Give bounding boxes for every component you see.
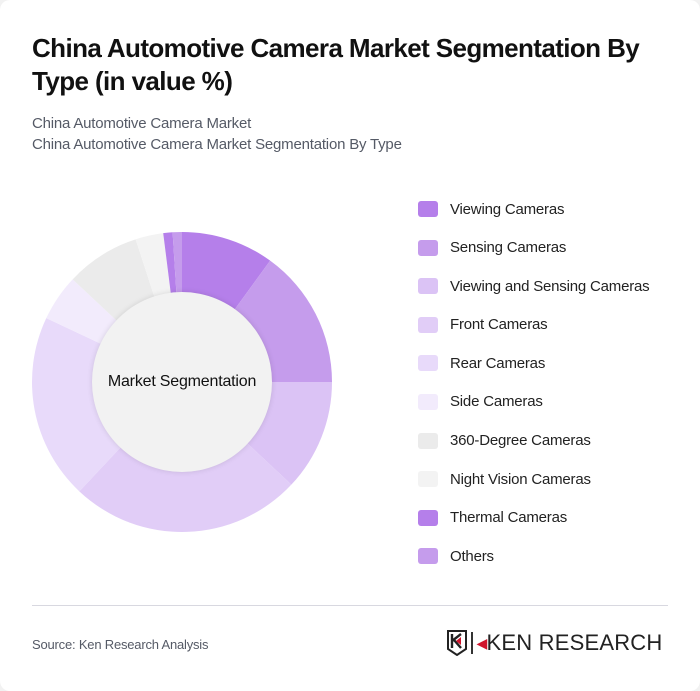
- legend-item-360-degree-cameras[interactable]: 360-Degree Cameras: [418, 431, 649, 451]
- legend-label: Thermal Cameras: [450, 509, 568, 527]
- ken-research-logo: ◀ KEN RESEARCH: [447, 629, 662, 657]
- legend-label: Side Cameras: [450, 393, 543, 411]
- legend-label: 360-Degree Cameras: [450, 432, 591, 450]
- footer-divider: [32, 605, 668, 606]
- legend-label: Sensing Cameras: [450, 239, 567, 257]
- legend-item-sensing-cameras[interactable]: Sensing Cameras: [418, 238, 649, 258]
- legend-swatch: [418, 509, 438, 526]
- legend-swatch: [418, 548, 438, 565]
- chart-title: China Automotive Camera Market Segmentat…: [32, 33, 640, 96]
- ken-research-shield-icon: [447, 630, 467, 656]
- legend-swatch: [418, 471, 438, 488]
- legend-item-thermal-cameras[interactable]: Thermal Cameras: [418, 508, 649, 528]
- legend-swatch: [418, 278, 438, 295]
- chart-subtitle: China Automotive Camera Market China Aut…: [32, 113, 402, 155]
- legend-label: Viewing and Sensing Cameras: [450, 277, 650, 295]
- legend-item-viewing-cameras[interactable]: Viewing Cameras: [418, 199, 649, 219]
- legend-swatch: [418, 355, 438, 372]
- legend-item-night-vision-cameras[interactable]: Night Vision Cameras: [418, 469, 649, 489]
- legend-swatch: [418, 201, 438, 217]
- donut-slice-360-degree-cameras[interactable]: [72, 239, 155, 322]
- legend-item-viewing-and-sensing-cameras[interactable]: Viewing and Sensing Cameras: [418, 276, 650, 296]
- legend-label: Front Cameras: [450, 316, 548, 334]
- legend-swatch: [418, 393, 438, 410]
- donut-slice-thermal-cameras[interactable]: [163, 232, 177, 295]
- logo-separator: [471, 632, 473, 654]
- chart-legend: Viewing Cameras Sensing Cameras Viewing an…: [418, 199, 650, 585]
- donut-slice-night-vision-cameras[interactable]: [135, 233, 171, 299]
- subtitle-segmentation: China Automotive Camera Market Segmentat…: [32, 136, 402, 153]
- donut-slice-viewing-cameras[interactable]: [182, 232, 271, 311]
- donut-slice-sensing-cameras[interactable]: [233, 260, 332, 382]
- donut-slice-others[interactable]: [172, 232, 182, 295]
- legend-item-side-cameras[interactable]: Side Cameras: [418, 392, 649, 412]
- legend-label: Night Vision Cameras: [450, 470, 591, 488]
- donut-slice-side-cameras[interactable]: [46, 279, 118, 345]
- donut-center-label: Market Segmentation: [92, 292, 272, 472]
- legend-item-front-cameras[interactable]: Front Cameras: [418, 315, 649, 335]
- subtitle-market: China Automotive Camera Market: [32, 115, 252, 132]
- legend-swatch: [418, 239, 438, 256]
- legend-label: Others: [450, 547, 494, 565]
- legend-label: Viewing Cameras: [450, 200, 565, 218]
- legend-item-others[interactable]: Others: [418, 546, 649, 566]
- legend-label: Rear Cameras: [450, 354, 546, 372]
- donut-slice-front-cameras[interactable]: [79, 442, 292, 532]
- donut-slice-rear-cameras[interactable]: [32, 318, 122, 492]
- legend-item-rear-cameras[interactable]: Rear Cameras: [418, 353, 649, 373]
- logo-text: ◀ KEN RESEARCH: [476, 630, 663, 655]
- source-note: Source: Ken Research Analysis: [32, 637, 209, 652]
- logo-red-arrow-icon: ◀: [476, 634, 488, 651]
- legend-swatch: [418, 316, 438, 333]
- legend-swatch: [418, 432, 438, 449]
